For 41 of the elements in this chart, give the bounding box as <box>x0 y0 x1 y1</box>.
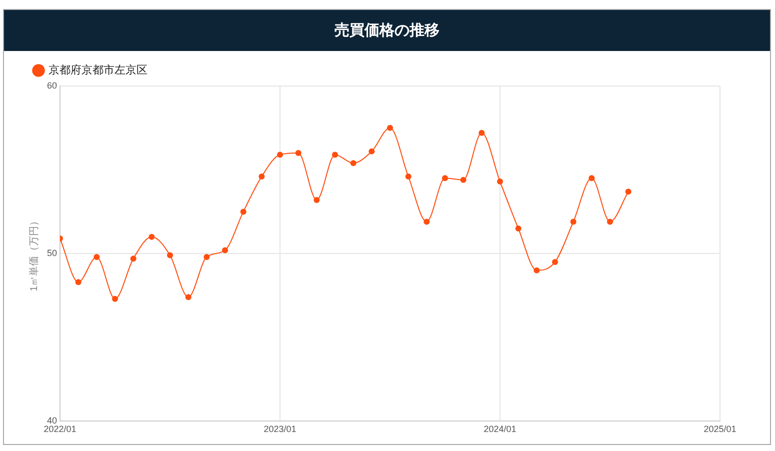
point <box>442 175 448 182</box>
point <box>130 256 136 262</box>
point <box>534 267 540 274</box>
point <box>625 188 632 195</box>
y-tick-label: 50 <box>46 248 58 258</box>
point <box>368 148 375 154</box>
point <box>460 176 466 183</box>
point <box>515 225 522 232</box>
point <box>497 178 504 185</box>
point <box>94 254 100 260</box>
point <box>295 150 302 156</box>
point <box>75 279 82 286</box>
point <box>570 218 576 225</box>
chart-title: 売買価格の推移 <box>4 10 770 51</box>
x-tick-label: 2025/01 <box>704 424 736 434</box>
point <box>185 294 192 300</box>
y-tick-label: 60 <box>46 80 58 90</box>
point <box>552 258 558 265</box>
x-tick-label: 2023/01 <box>264 424 296 434</box>
point <box>332 152 338 158</box>
point <box>588 175 595 182</box>
point <box>112 296 118 302</box>
point <box>350 160 356 166</box>
x-tick-label: 2024/01 <box>484 424 516 434</box>
point <box>387 124 394 131</box>
point <box>277 152 284 158</box>
point <box>148 234 155 240</box>
y-axis-title: 1㎡単価（万円） <box>28 216 40 292</box>
point <box>405 174 412 180</box>
point <box>167 252 174 258</box>
point <box>478 130 485 136</box>
point <box>314 196 320 203</box>
point <box>424 218 430 225</box>
point <box>240 208 246 215</box>
point <box>204 254 210 260</box>
point <box>607 218 613 225</box>
y-tick-label: 40 <box>46 416 58 426</box>
x-tick-label: 2022/01 <box>44 424 76 434</box>
point <box>258 174 265 180</box>
legend-label: 京都府京都市左京区 <box>48 63 148 76</box>
point <box>222 247 228 254</box>
